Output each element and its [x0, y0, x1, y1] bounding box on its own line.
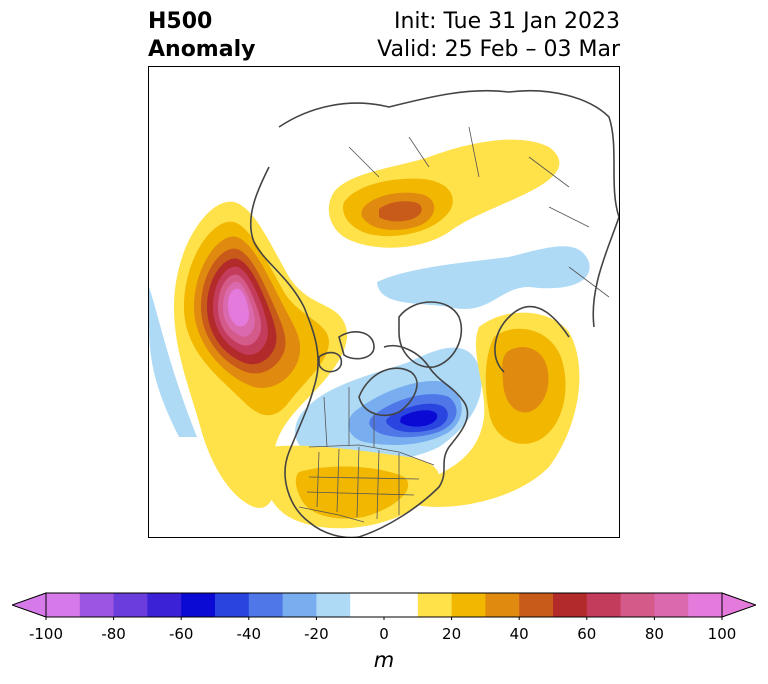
- positive-anomalies: [174, 139, 580, 529]
- colorbar-cell: [248, 593, 284, 617]
- colorbar-extend-over: [721, 592, 756, 618]
- colorbar-tick-label: 20: [442, 625, 462, 643]
- anomaly-pacific-negative-20: [149, 287, 197, 437]
- colorbar-cell: [282, 593, 317, 617]
- border-us-canada: [308, 444, 435, 466]
- colorbar-extend-under: [12, 592, 47, 618]
- coastline-north-america-west: [249, 166, 359, 537]
- colorbar-tick-label: -80: [101, 625, 126, 643]
- anomaly-pacific-positive-90: [228, 288, 250, 327]
- colorbar-tick-label: -60: [168, 625, 194, 643]
- colorbar-cell: [654, 593, 689, 617]
- colorbar-cell: [113, 593, 148, 617]
- colorbar-tick-label: 80: [644, 625, 664, 643]
- valid-period: Valid: 25 Feb – 03 Mar: [377, 37, 620, 62]
- colorbar-tick-label: -40: [236, 625, 262, 643]
- colorbar-cell: [147, 593, 182, 617]
- anomaly-map: [148, 66, 620, 538]
- colorbar-tick-label: 100: [707, 625, 737, 643]
- colorbar-cell: [316, 593, 351, 617]
- colorbar-cell: [688, 593, 723, 617]
- coastline-greenland: [398, 301, 463, 368]
- colorbar-cell: [181, 593, 216, 617]
- colorbar-cell: [620, 593, 655, 617]
- init-time: Init: Tue 31 Jan 2023: [393, 9, 620, 34]
- anomaly-arctic-negative-20: [377, 246, 590, 310]
- colorbar-tick-label: -100: [28, 625, 64, 643]
- title-type: Anomaly: [148, 37, 256, 62]
- colorbar-ticks: [45, 617, 723, 620]
- colorbar-cell: [451, 593, 486, 617]
- colorbar-tick-label: 40: [509, 625, 529, 643]
- political-borders: [298, 126, 610, 523]
- anomaly-atlantic-positive-30: [502, 347, 549, 413]
- coastline-europe: [494, 305, 570, 373]
- colorbar-cell: [553, 593, 588, 617]
- colorbar-tick-label: 60: [577, 625, 597, 643]
- colorbar-cell: [215, 593, 250, 617]
- anomaly-canada-negative-60: [400, 410, 438, 427]
- coastline-eurasia: [278, 89, 619, 328]
- colorbar-cells: [46, 593, 723, 617]
- coastline-arctic-islands: [318, 331, 375, 373]
- colorbar-cell: [586, 593, 622, 617]
- colorbar-cell: [79, 593, 115, 617]
- borders-us-states: [306, 446, 420, 520]
- colorbar-cell: [519, 593, 554, 617]
- colorbar-tick-label: -20: [304, 625, 329, 643]
- colorbar-cell: [417, 593, 453, 617]
- colorbar-cell: [485, 593, 520, 617]
- colorbar-cell: [46, 593, 81, 617]
- anomaly-us-positive-20: [295, 466, 409, 519]
- title-right: Init: Tue 31 Jan 2023 Valid: 25 Feb – 03…: [377, 8, 620, 64]
- borders-canada-provinces: [323, 387, 375, 448]
- borders-eurasia: [348, 126, 610, 298]
- colorbar-units: m: [373, 648, 395, 672]
- map-canvas: [149, 89, 619, 537]
- coastline-hudson-bay: [358, 367, 418, 416]
- colorbar-tick-label: 0: [379, 625, 389, 643]
- coastline-north-america-east: [358, 345, 469, 537]
- coastlines: [249, 89, 619, 537]
- title-left: H500 Anomaly: [148, 8, 255, 64]
- negative-anomalies: [149, 246, 590, 462]
- anomaly-siberia-positive-40: [379, 201, 422, 222]
- border-us-mexico: [298, 506, 365, 523]
- title-field: H500: [148, 9, 213, 34]
- colorbar: [12, 592, 756, 620]
- colorbar-cell: [350, 593, 419, 617]
